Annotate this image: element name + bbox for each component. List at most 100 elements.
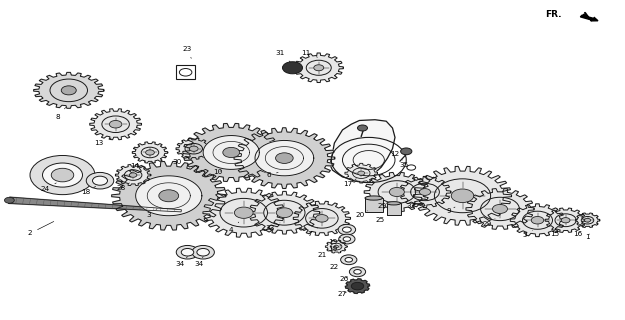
Text: 32: 32 bbox=[406, 203, 415, 209]
Circle shape bbox=[42, 163, 82, 187]
Text: 6: 6 bbox=[266, 172, 278, 178]
Text: 28: 28 bbox=[117, 183, 129, 191]
Text: 5: 5 bbox=[522, 230, 532, 238]
Text: 17: 17 bbox=[343, 179, 356, 188]
Polygon shape bbox=[203, 188, 284, 237]
Bar bbox=[387, 203, 401, 215]
Text: 26: 26 bbox=[339, 276, 348, 282]
Polygon shape bbox=[249, 191, 320, 234]
Bar bbox=[176, 65, 195, 79]
Polygon shape bbox=[34, 72, 104, 108]
Text: 14: 14 bbox=[130, 161, 145, 169]
Circle shape bbox=[492, 204, 508, 213]
Polygon shape bbox=[330, 120, 395, 181]
Circle shape bbox=[282, 62, 302, 74]
Text: 30: 30 bbox=[173, 157, 188, 165]
Circle shape bbox=[276, 208, 292, 218]
Text: 19: 19 bbox=[328, 245, 341, 252]
Circle shape bbox=[349, 267, 366, 277]
Polygon shape bbox=[90, 109, 141, 140]
Text: 35: 35 bbox=[400, 162, 409, 168]
Polygon shape bbox=[203, 136, 259, 169]
Polygon shape bbox=[414, 166, 511, 225]
Circle shape bbox=[561, 218, 570, 223]
Circle shape bbox=[197, 248, 209, 256]
Text: FR.: FR. bbox=[546, 10, 562, 19]
Circle shape bbox=[343, 237, 351, 241]
Text: 1: 1 bbox=[585, 234, 590, 240]
Polygon shape bbox=[176, 138, 211, 159]
Text: 23: 23 bbox=[183, 46, 192, 58]
Text: 27: 27 bbox=[338, 292, 347, 297]
Circle shape bbox=[389, 188, 404, 196]
Circle shape bbox=[531, 216, 544, 224]
Circle shape bbox=[341, 255, 357, 265]
Text: 8: 8 bbox=[55, 108, 66, 120]
Text: 34: 34 bbox=[194, 257, 203, 267]
Circle shape bbox=[30, 156, 95, 195]
Text: 29: 29 bbox=[378, 201, 390, 209]
Circle shape bbox=[338, 224, 356, 235]
Circle shape bbox=[92, 176, 108, 185]
Circle shape bbox=[316, 215, 328, 222]
Polygon shape bbox=[136, 176, 202, 216]
Circle shape bbox=[192, 245, 214, 259]
Text: 7: 7 bbox=[308, 228, 318, 237]
Polygon shape bbox=[575, 213, 600, 228]
Circle shape bbox=[451, 189, 474, 203]
Polygon shape bbox=[112, 162, 226, 230]
Circle shape bbox=[314, 65, 324, 71]
Text: 20: 20 bbox=[356, 211, 367, 218]
Polygon shape bbox=[326, 240, 347, 253]
Polygon shape bbox=[364, 172, 429, 212]
Circle shape bbox=[159, 190, 179, 202]
Circle shape bbox=[419, 188, 431, 196]
Circle shape bbox=[223, 148, 240, 157]
Circle shape bbox=[401, 148, 412, 155]
Polygon shape bbox=[466, 188, 534, 229]
Text: 3: 3 bbox=[146, 209, 157, 218]
Text: 19: 19 bbox=[328, 237, 341, 245]
Circle shape bbox=[357, 125, 367, 131]
FancyArrow shape bbox=[581, 15, 598, 21]
Bar bbox=[365, 198, 382, 212]
Text: 10: 10 bbox=[213, 169, 222, 175]
Text: 34: 34 bbox=[176, 257, 188, 267]
Ellipse shape bbox=[387, 202, 401, 205]
Circle shape bbox=[189, 146, 198, 151]
Circle shape bbox=[234, 207, 253, 218]
Text: 9: 9 bbox=[446, 207, 455, 214]
Circle shape bbox=[276, 153, 293, 164]
Circle shape bbox=[129, 173, 137, 177]
Polygon shape bbox=[293, 201, 351, 236]
Polygon shape bbox=[9, 197, 181, 212]
Circle shape bbox=[339, 234, 355, 244]
Text: 31: 31 bbox=[276, 51, 290, 62]
Polygon shape bbox=[399, 176, 451, 208]
Circle shape bbox=[4, 197, 14, 203]
Text: 25: 25 bbox=[376, 215, 388, 223]
Polygon shape bbox=[234, 128, 335, 188]
Circle shape bbox=[345, 258, 352, 262]
Text: 4: 4 bbox=[229, 222, 239, 233]
Circle shape bbox=[109, 120, 122, 128]
Circle shape bbox=[357, 171, 365, 175]
Text: 33: 33 bbox=[266, 223, 280, 231]
Ellipse shape bbox=[365, 196, 382, 200]
Text: 2: 2 bbox=[28, 221, 54, 236]
Circle shape bbox=[86, 172, 114, 189]
Polygon shape bbox=[294, 53, 343, 83]
Circle shape bbox=[176, 245, 199, 259]
Circle shape bbox=[584, 218, 591, 222]
Text: 16: 16 bbox=[573, 231, 582, 237]
Text: 15: 15 bbox=[551, 231, 559, 237]
Circle shape bbox=[354, 269, 361, 274]
Circle shape bbox=[51, 168, 74, 182]
Polygon shape bbox=[545, 208, 586, 232]
Circle shape bbox=[146, 150, 154, 155]
Polygon shape bbox=[116, 164, 151, 186]
Text: 21: 21 bbox=[318, 252, 330, 258]
Polygon shape bbox=[345, 163, 378, 183]
Circle shape bbox=[334, 245, 339, 248]
Polygon shape bbox=[255, 140, 314, 176]
